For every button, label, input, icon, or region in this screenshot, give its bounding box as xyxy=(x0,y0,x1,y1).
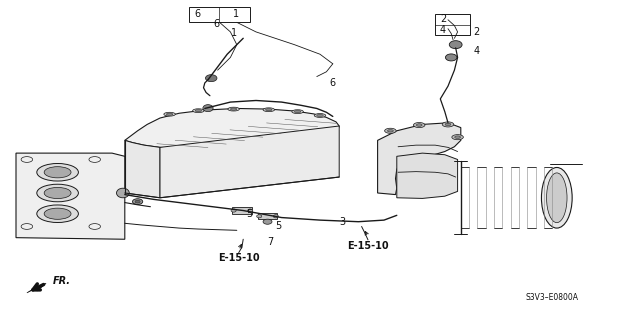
Bar xyxy=(189,7,250,22)
Ellipse shape xyxy=(388,130,393,132)
Ellipse shape xyxy=(541,167,572,228)
Text: 7: 7 xyxy=(267,237,273,248)
Ellipse shape xyxy=(44,208,71,219)
Bar xyxy=(435,14,470,35)
Ellipse shape xyxy=(257,215,262,218)
Text: 6: 6 xyxy=(330,78,336,88)
Ellipse shape xyxy=(195,109,202,112)
Ellipse shape xyxy=(164,112,175,116)
Text: 1: 1 xyxy=(230,28,237,39)
Ellipse shape xyxy=(266,108,272,111)
Ellipse shape xyxy=(294,111,301,113)
Text: 2: 2 xyxy=(440,13,446,24)
Text: 6: 6 xyxy=(213,19,220,29)
Polygon shape xyxy=(125,140,160,198)
Ellipse shape xyxy=(547,173,567,223)
Ellipse shape xyxy=(36,163,78,181)
Ellipse shape xyxy=(205,75,217,82)
Text: 5: 5 xyxy=(246,209,253,219)
Ellipse shape xyxy=(44,167,71,178)
Polygon shape xyxy=(16,153,125,239)
Text: 4: 4 xyxy=(440,25,446,35)
Text: 5: 5 xyxy=(275,221,282,232)
Ellipse shape xyxy=(36,184,78,202)
Ellipse shape xyxy=(116,188,129,198)
Ellipse shape xyxy=(230,108,237,110)
Ellipse shape xyxy=(445,54,457,61)
Polygon shape xyxy=(125,108,339,148)
Polygon shape xyxy=(160,126,339,198)
Ellipse shape xyxy=(193,109,204,113)
Ellipse shape xyxy=(231,209,236,212)
Ellipse shape xyxy=(228,107,239,111)
Ellipse shape xyxy=(413,122,425,128)
Polygon shape xyxy=(397,153,458,198)
Ellipse shape xyxy=(385,128,396,133)
Ellipse shape xyxy=(317,115,323,117)
Ellipse shape xyxy=(263,219,272,224)
Ellipse shape xyxy=(449,41,462,49)
Polygon shape xyxy=(27,283,46,293)
Text: FR.: FR. xyxy=(52,276,70,286)
Ellipse shape xyxy=(273,215,278,218)
Ellipse shape xyxy=(36,205,78,223)
Ellipse shape xyxy=(445,123,451,126)
Text: S3V3–E0800A: S3V3–E0800A xyxy=(525,293,578,302)
Text: 4: 4 xyxy=(474,46,480,56)
Ellipse shape xyxy=(314,114,326,117)
Ellipse shape xyxy=(454,136,461,138)
Bar xyxy=(232,207,252,214)
Ellipse shape xyxy=(203,105,213,112)
Polygon shape xyxy=(378,123,461,195)
Text: 6: 6 xyxy=(194,9,200,19)
Text: E-15-10: E-15-10 xyxy=(347,241,389,251)
Ellipse shape xyxy=(452,135,463,140)
Bar xyxy=(258,213,277,219)
Text: 3: 3 xyxy=(339,217,346,227)
Text: E-15-10: E-15-10 xyxy=(218,253,260,263)
Ellipse shape xyxy=(417,124,422,126)
Ellipse shape xyxy=(292,110,303,114)
Text: 1: 1 xyxy=(232,9,239,19)
Text: 2: 2 xyxy=(474,27,480,37)
Ellipse shape xyxy=(166,113,173,115)
Ellipse shape xyxy=(132,199,143,204)
Ellipse shape xyxy=(135,200,140,203)
Ellipse shape xyxy=(442,122,454,127)
Ellipse shape xyxy=(248,209,253,212)
Ellipse shape xyxy=(263,108,275,112)
Ellipse shape xyxy=(44,188,71,198)
